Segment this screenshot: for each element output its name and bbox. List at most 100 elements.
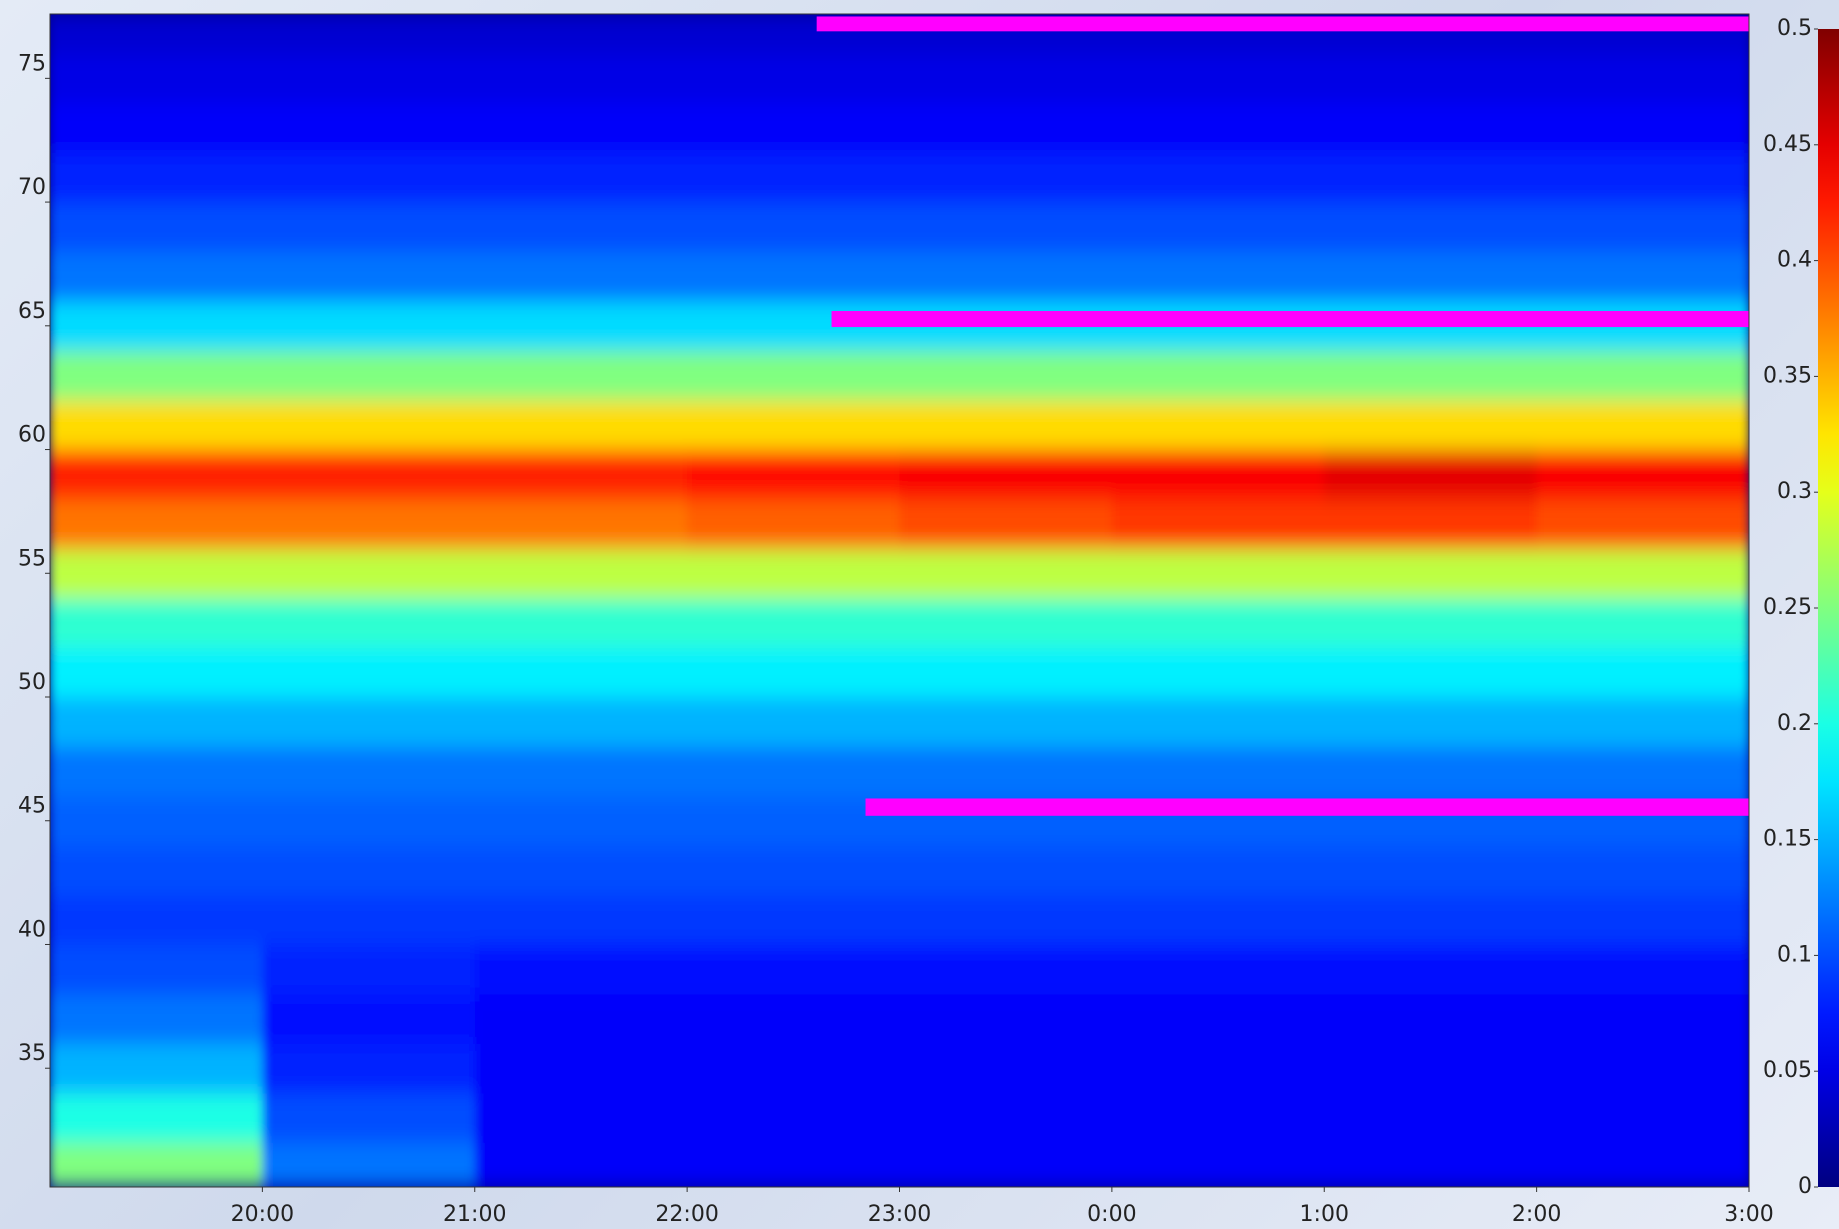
- x-tick-label: 0:00: [1087, 1202, 1136, 1227]
- heatmap-cell: [687, 747, 900, 797]
- heatmap-cell: [687, 648, 900, 698]
- heatmap-cell: [687, 944, 900, 994]
- heatmap-cell: [1537, 499, 1750, 549]
- heatmap-cell: [1112, 549, 1325, 599]
- heatmap-cell: [262, 598, 475, 648]
- heatmap-cell: [1537, 103, 1750, 153]
- heatmap-cell: [1112, 598, 1325, 648]
- heatmap-cell: [1112, 1093, 1325, 1143]
- heatmap-cell: [475, 14, 688, 54]
- heatmap-cell: [262, 400, 475, 450]
- heatmap-cell: [687, 994, 900, 1044]
- heatmap-cell: [262, 1142, 475, 1187]
- heatmap-cell: [50, 252, 263, 302]
- heatmap-cell: [900, 450, 1113, 500]
- heatmap-cell: [50, 400, 263, 450]
- y-tick-label: 55: [18, 546, 46, 571]
- heatmap-cell: [50, 499, 263, 549]
- heatmap-cell: [475, 153, 688, 203]
- heatmap-cell: [262, 549, 475, 599]
- heatmap-cell: [900, 1093, 1113, 1143]
- colorbar-tick-label: 0: [1798, 1174, 1812, 1199]
- heatmap-cell: [1537, 648, 1750, 698]
- heatmap-cell: [1324, 1093, 1537, 1143]
- heatmap-cell: [1112, 747, 1325, 797]
- heatmap-cell: [262, 301, 475, 351]
- heatmap-cell: [1537, 54, 1750, 104]
- colorbar: [1818, 29, 1839, 1187]
- heatmap-cell: [1537, 944, 1750, 994]
- heatmap-cell: [475, 845, 688, 895]
- heatmap-cell: [1324, 697, 1537, 747]
- heatmap-cell: [1324, 895, 1537, 945]
- heatmap-cell: [262, 1093, 475, 1143]
- heatmap-cell: [900, 549, 1113, 599]
- heatmap-cell: [900, 252, 1113, 302]
- heatmap-cell: [687, 1043, 900, 1093]
- heatmap-cell: [900, 400, 1113, 450]
- heatmap-cell: [687, 598, 900, 648]
- heatmap-cell: [900, 895, 1113, 945]
- colorbar-tick-label: 0.5: [1777, 16, 1812, 41]
- heatmap-cell: [1537, 845, 1750, 895]
- heatmap-cell: [50, 648, 263, 698]
- x-tick-label: 2:00: [1512, 1202, 1561, 1227]
- heatmap-cell: [50, 747, 263, 797]
- heatmap-cell: [262, 252, 475, 302]
- heatmap-cell: [687, 845, 900, 895]
- heatmap-cell: [262, 747, 475, 797]
- heatmap-cell: [1112, 697, 1325, 747]
- heatmap-cell: [1324, 598, 1537, 648]
- heatmap-cell: [1112, 450, 1325, 500]
- heatmap-cell: [475, 1043, 688, 1093]
- heatmap-cell: [50, 202, 263, 252]
- heatmap-cell: [687, 103, 900, 153]
- y-tick-label: 60: [18, 423, 46, 448]
- heatmap-cell: [262, 845, 475, 895]
- heatmap-cell: [687, 400, 900, 450]
- heatmap-cell: [1537, 598, 1750, 648]
- y-tick-label: 35: [18, 1041, 46, 1066]
- heatmap-cell: [1324, 202, 1537, 252]
- y-tick-label: 45: [18, 794, 46, 819]
- heatmap-cell: [475, 202, 688, 252]
- heatmap-cell: [262, 153, 475, 203]
- heatmap-cell: [1537, 1093, 1750, 1143]
- heatmap-cell: [262, 697, 475, 747]
- heatmap-cell: [1324, 400, 1537, 450]
- heatmap-cell: [50, 450, 263, 500]
- heatmap-cell: [1537, 549, 1750, 599]
- heatmap-cell: [1537, 697, 1750, 747]
- heatmap-cell: [50, 103, 263, 153]
- x-tick-label: 3:00: [1724, 1202, 1773, 1227]
- x-tick-label: 23:00: [868, 1202, 931, 1227]
- heatmap-cell: [262, 14, 475, 54]
- x-tick-label: 21:00: [443, 1202, 506, 1227]
- heatmap-cell: [262, 994, 475, 1044]
- heatmap-cell: [900, 648, 1113, 698]
- heatmap-cell: [900, 747, 1113, 797]
- heatmap-cell: [687, 351, 900, 401]
- heatmap-cell: [475, 648, 688, 698]
- heatmap-cell: [262, 895, 475, 945]
- heatmap-cell: [1112, 648, 1325, 698]
- heatmap-cell: [262, 796, 475, 846]
- heatmap-cell: [262, 54, 475, 104]
- colorbar-tick-label: 0.05: [1763, 1058, 1812, 1083]
- heatmap-cell: [1324, 499, 1537, 549]
- heatmap-cell: [50, 1043, 263, 1093]
- heatmap-cell: [1112, 202, 1325, 252]
- heatmap-cell: [1324, 1043, 1537, 1093]
- heatmap-cell: [687, 549, 900, 599]
- heatmap-cell: [900, 994, 1113, 1044]
- heatmap-cell: [50, 994, 263, 1044]
- colorbar-tick-label: 0.45: [1763, 132, 1812, 157]
- heatmap-cell: [50, 895, 263, 945]
- heatmap-cell: [687, 450, 900, 500]
- heatmap-cell: [900, 598, 1113, 648]
- colorbar-tick-label: 0.25: [1763, 595, 1812, 620]
- y-tick-label: 70: [18, 175, 46, 200]
- heatmap-cell: [262, 499, 475, 549]
- heatmap-cell: [50, 14, 263, 54]
- heatmap-cell: [475, 994, 688, 1044]
